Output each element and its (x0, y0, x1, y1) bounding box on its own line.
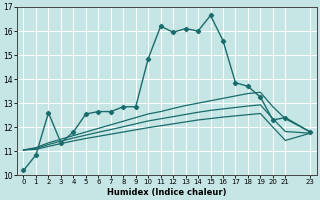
X-axis label: Humidex (Indice chaleur): Humidex (Indice chaleur) (107, 188, 227, 197)
